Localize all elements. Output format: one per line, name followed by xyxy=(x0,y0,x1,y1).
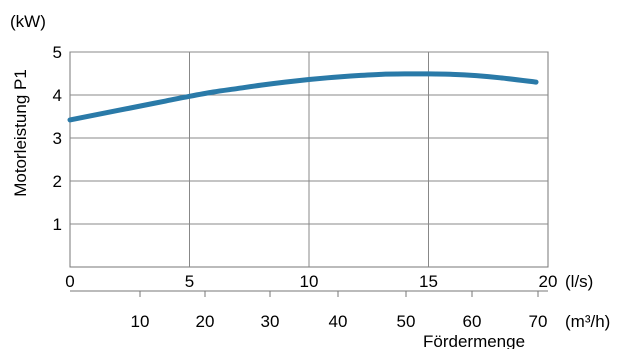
y-unit-label: (kW) xyxy=(10,12,46,31)
x-unit-primary-label: (l/s) xyxy=(565,272,593,291)
y-axis-title: Motorleistung P1 xyxy=(11,69,30,197)
x-tick-label-primary: 0 xyxy=(65,272,74,291)
x-tick-label-secondary: 70 xyxy=(529,312,548,331)
series xyxy=(67,71,539,123)
y-tick-label: 1 xyxy=(53,215,62,234)
y-tick-label: 4 xyxy=(53,86,62,105)
x-tick-label-primary: 20 xyxy=(539,272,558,291)
y-tick-label: 3 xyxy=(53,129,62,148)
x-tick-label-secondary: 40 xyxy=(329,312,348,331)
x-tick-label-secondary: 30 xyxy=(261,312,280,331)
grid xyxy=(69,51,549,268)
x-tick-label-secondary: 50 xyxy=(397,312,416,331)
x-tick-label-primary: 5 xyxy=(185,272,194,291)
labels: (kW) Motorleistung P1 (l/s) (m³/h) Förde… xyxy=(10,12,610,351)
x-tick-label-secondary: 60 xyxy=(463,312,482,331)
x-tick-label-secondary: 20 xyxy=(196,312,215,331)
series-line xyxy=(67,71,539,123)
x-unit-secondary-label: (m³/h) xyxy=(565,312,610,331)
x-axis-title: Fördermenge xyxy=(423,332,525,349)
x-tick-label-secondary: 10 xyxy=(131,312,150,331)
x-tick-label-primary: 15 xyxy=(419,272,438,291)
y-tick-label: 2 xyxy=(53,172,62,191)
y-tick-label: 5 xyxy=(53,43,62,62)
x-tick-label-primary: 10 xyxy=(300,272,319,291)
